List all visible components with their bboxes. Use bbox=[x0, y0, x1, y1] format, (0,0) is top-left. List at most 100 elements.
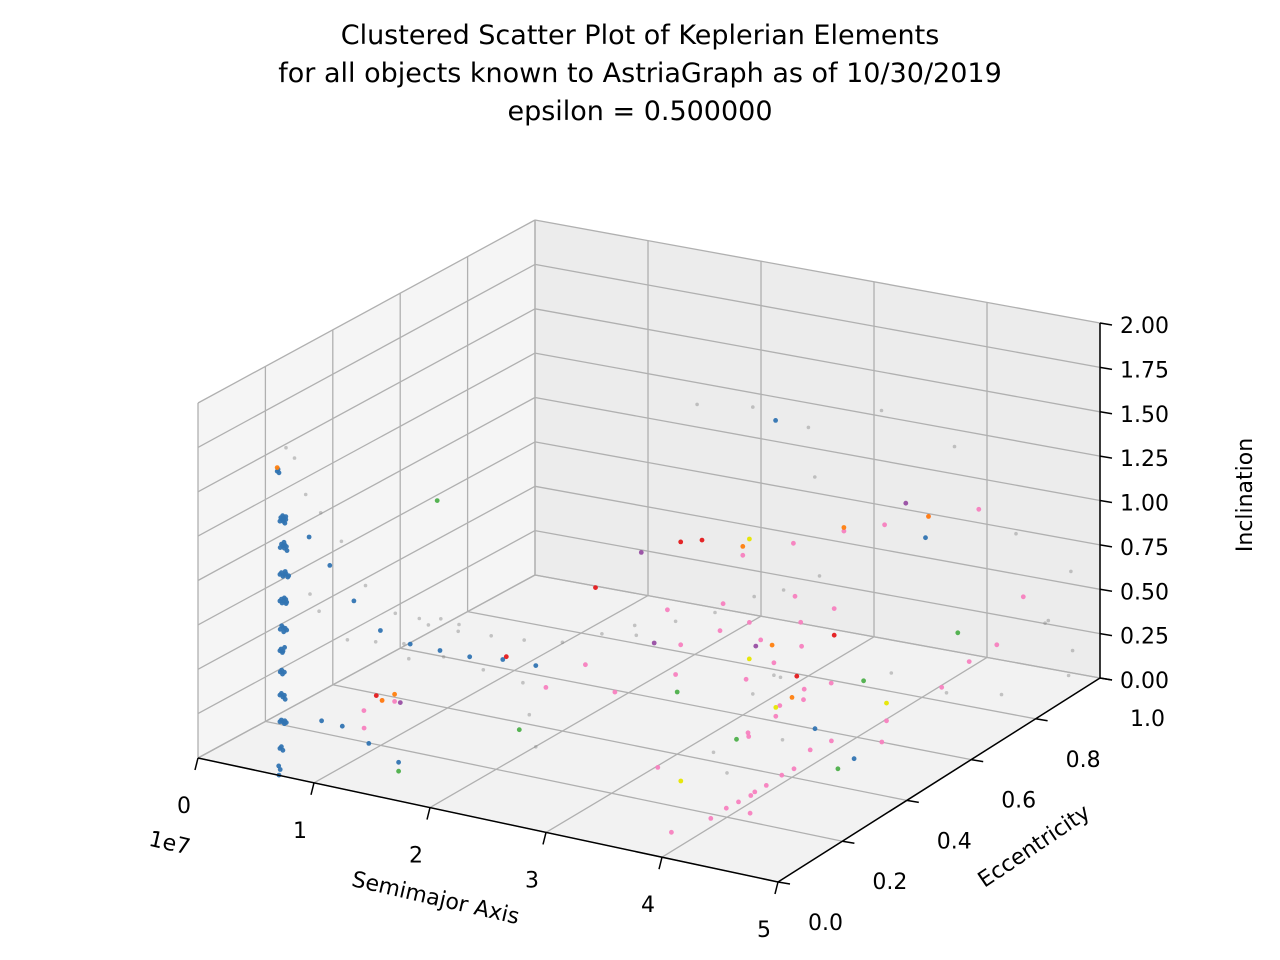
z-tick-mark bbox=[1099, 632, 1113, 637]
y-axis-line bbox=[777, 677, 1101, 883]
z-tick-label: 0.25 bbox=[1120, 625, 1169, 650]
data-point-pink bbox=[828, 680, 834, 686]
z-gridline-back bbox=[534, 396, 1101, 502]
x-tick-mark bbox=[426, 807, 431, 820]
axis-ticks: 0 1 2 3 4 5 0.0 0.2 0.4 0.6 0.8 1.0 0.00 0.25 0.50 0.75… bbox=[177, 314, 1169, 943]
data-point-noise bbox=[317, 609, 321, 613]
data-point-green bbox=[835, 766, 841, 772]
z-gridline-back bbox=[534, 219, 1101, 324]
data-point-blue bbox=[306, 534, 312, 540]
z-gridline-back bbox=[534, 441, 1101, 546]
data-point-pink bbox=[773, 713, 779, 719]
y-gridline-floor bbox=[332, 684, 907, 802]
z-gridline-side bbox=[197, 530, 536, 715]
z-gridline-side bbox=[197, 441, 536, 626]
z-axis-label: Inclination bbox=[1233, 438, 1258, 552]
data-points bbox=[274, 402, 1075, 835]
data-point-pink bbox=[758, 637, 764, 643]
data-point-blue bbox=[283, 720, 289, 725]
data-point-pink bbox=[771, 660, 777, 666]
z-tick-label: 0.00 bbox=[1120, 669, 1169, 694]
data-point-pink bbox=[807, 747, 813, 753]
data-point-blue bbox=[407, 641, 413, 647]
z-gridline-side bbox=[197, 308, 536, 493]
data-point-pink bbox=[665, 607, 670, 613]
z-tick-mark bbox=[1099, 411, 1113, 415]
data-point-pink bbox=[748, 793, 754, 798]
data-point-pink bbox=[743, 676, 749, 682]
data-point-noise bbox=[952, 444, 957, 449]
data-point-orange bbox=[926, 514, 931, 519]
data-point-blue bbox=[327, 563, 333, 568]
data-point-red bbox=[831, 632, 837, 638]
data-point-blue bbox=[282, 645, 287, 650]
data-point-blue bbox=[319, 718, 324, 724]
y-gridline-floor bbox=[265, 720, 843, 842]
data-point-noise bbox=[725, 771, 729, 775]
data-point-blue bbox=[339, 723, 345, 729]
data-point-green bbox=[955, 630, 961, 636]
data-point-pink bbox=[723, 805, 729, 811]
data-point-pink bbox=[583, 662, 588, 668]
data-point-purple bbox=[651, 640, 657, 646]
data-point-pink bbox=[392, 699, 397, 704]
data-point-pink bbox=[747, 810, 753, 816]
y-gridline-floor bbox=[467, 610, 1036, 720]
data-point-yellow bbox=[884, 700, 889, 706]
x-tick-label: 1 bbox=[293, 819, 307, 844]
data-point-noise bbox=[1046, 618, 1051, 623]
data-point-purple bbox=[903, 500, 909, 506]
data-point-pink bbox=[612, 689, 618, 695]
data-point-noise bbox=[284, 445, 288, 450]
data-point-pink bbox=[745, 730, 751, 736]
data-point-orange bbox=[379, 698, 385, 703]
z-tick-label: 0.50 bbox=[1120, 580, 1169, 605]
data-point-blue bbox=[280, 747, 286, 753]
data-point-yellow bbox=[773, 705, 779, 710]
y-tick-label: 1.0 bbox=[1130, 707, 1165, 732]
data-point-green bbox=[434, 498, 440, 503]
data-point-green bbox=[516, 727, 522, 733]
data-point-pink bbox=[791, 766, 797, 772]
z-gridline-side bbox=[197, 485, 536, 670]
y-tick-label: 0.2 bbox=[872, 870, 907, 895]
data-point-orange bbox=[274, 465, 280, 470]
data-point-pink bbox=[678, 642, 684, 648]
data-point-orange bbox=[392, 691, 397, 697]
data-point-noise bbox=[441, 655, 446, 659]
data-point-blue bbox=[851, 756, 857, 762]
x-tick-mark bbox=[774, 881, 779, 895]
data-point-noise bbox=[1043, 621, 1047, 625]
data-point-noise bbox=[521, 680, 525, 685]
data-point-noise bbox=[695, 402, 699, 407]
data-point-pink bbox=[736, 799, 741, 805]
data-point-noise bbox=[1069, 569, 1073, 574]
data-point-noise bbox=[481, 668, 486, 672]
data-point-pink bbox=[966, 659, 972, 664]
data-point-pink bbox=[1020, 594, 1026, 600]
y-tick-label: 0.6 bbox=[1001, 789, 1036, 814]
data-point-blue bbox=[500, 657, 506, 662]
data-point-blue bbox=[396, 759, 401, 765]
data-point-pink bbox=[994, 642, 1000, 648]
data-point-blue bbox=[276, 470, 282, 476]
data-point-noise bbox=[457, 622, 461, 627]
data-point-blue bbox=[812, 726, 818, 732]
y-tick-mark bbox=[842, 840, 855, 844]
data-point-blue bbox=[284, 627, 290, 633]
data-point-blue bbox=[282, 692, 287, 698]
x-gridline-floor bbox=[661, 656, 988, 858]
data-point-blue bbox=[437, 648, 443, 653]
z-gridline-back bbox=[534, 263, 1101, 369]
data-point-noise bbox=[634, 633, 639, 638]
y-gridline-floor bbox=[400, 647, 972, 761]
data-point-noise bbox=[1066, 673, 1071, 678]
data-point-noise bbox=[751, 405, 755, 409]
data-point-pink bbox=[361, 708, 367, 713]
data-point-noise bbox=[806, 425, 811, 430]
data-point-pink bbox=[746, 734, 752, 739]
data-point-noise bbox=[417, 616, 422, 621]
data-point-noise bbox=[711, 750, 716, 755]
data-point-red bbox=[699, 537, 705, 543]
